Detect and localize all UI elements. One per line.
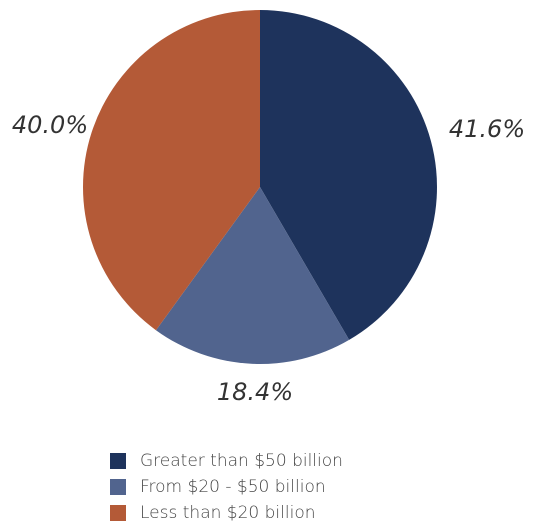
- legend-item-2: From $20 - $50 billion: [110, 474, 343, 500]
- legend-swatch: [110, 453, 126, 469]
- legend-swatch: [110, 505, 126, 521]
- legend-swatch: [110, 479, 126, 495]
- slice-percent-label-3: 40.0%: [12, 111, 88, 139]
- pie-slices: [83, 10, 437, 364]
- pie-slice-1: [260, 10, 437, 340]
- legend-item-3: Less than $20 billion: [110, 500, 343, 526]
- slice-percent-label-1: 41.6%: [449, 115, 525, 143]
- legend-label: Less than $20 billion: [140, 503, 316, 523]
- pie-labels: 41.6% 18.4% 40.0%: [12, 111, 525, 406]
- legend: Greater than $50 billion From $20 - $50 b…: [110, 448, 343, 526]
- legend-item-1: Greater than $50 billion: [110, 448, 343, 474]
- slice-percent-label-2: 18.4%: [217, 378, 293, 406]
- legend-label: From $20 - $50 billion: [140, 477, 326, 497]
- pie-slice-3: [83, 10, 260, 331]
- pie-slice-2: [155, 187, 350, 364]
- legend-label: Greater than $50 billion: [140, 451, 343, 471]
